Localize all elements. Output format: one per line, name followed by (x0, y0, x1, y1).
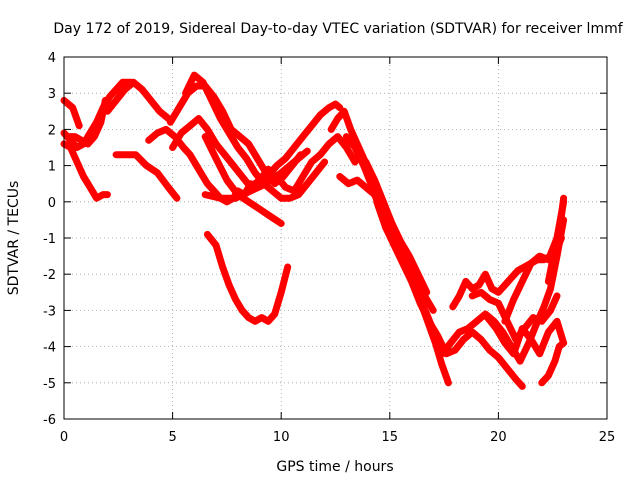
series-line-2 (60, 96, 83, 130)
y-tick-label: 1 (48, 160, 56, 175)
series-line-22 (484, 314, 568, 358)
y-tick-label: -6 (43, 413, 56, 428)
series-line-25 (538, 339, 568, 387)
x-tick-label: 20 (490, 430, 507, 445)
chart-title: Day 172 of 2019, Sidereal Day-to-day VTE… (53, 21, 623, 37)
data-series-group (60, 71, 568, 390)
y-tick-label: 0 (48, 196, 56, 211)
x-tick-label: 25 (599, 430, 616, 445)
series-line-13 (203, 230, 292, 325)
series-line-12 (201, 147, 311, 202)
grid-lines (64, 57, 607, 419)
axis-ticks (63, 56, 608, 420)
series-line-4 (64, 96, 109, 148)
y-axis-label: SDTVAR / TECUs (6, 181, 22, 296)
series-line-10 (182, 71, 329, 202)
plot-frame (63, 56, 608, 420)
series-line-6 (103, 78, 172, 122)
y-tick-label: 4 (48, 51, 56, 66)
y-tick-label: 3 (48, 87, 56, 102)
x-tick-label: 5 (168, 430, 176, 445)
x-tick-labels: 0 5 10 15 20 25 (60, 430, 615, 445)
series-line-17 (353, 147, 431, 296)
x-tick-label: 0 (60, 430, 68, 445)
x-tick-label: 10 (273, 430, 290, 445)
series-line-26 (544, 194, 568, 285)
series-line-3 (60, 140, 111, 202)
x-tick-label: 15 (382, 430, 399, 445)
y-tick-label: -2 (43, 268, 56, 283)
series-line-18 (373, 198, 526, 390)
x-axis-label: GPS time / hours (276, 459, 393, 475)
y-tick-label: -4 (43, 341, 56, 356)
y-tick-label: -5 (43, 377, 56, 392)
series-line-5 (112, 151, 181, 202)
y-tick-label: -1 (43, 232, 56, 247)
series-line-9 (169, 115, 359, 195)
y-tick-label: -3 (43, 304, 56, 319)
series-line-1 (60, 78, 135, 151)
y-tick-label: 2 (48, 123, 56, 138)
y-tick-labels: -6 -5 -4 -3 -2 -1 0 1 2 3 4 (43, 51, 56, 428)
series-line-19 (438, 310, 524, 365)
